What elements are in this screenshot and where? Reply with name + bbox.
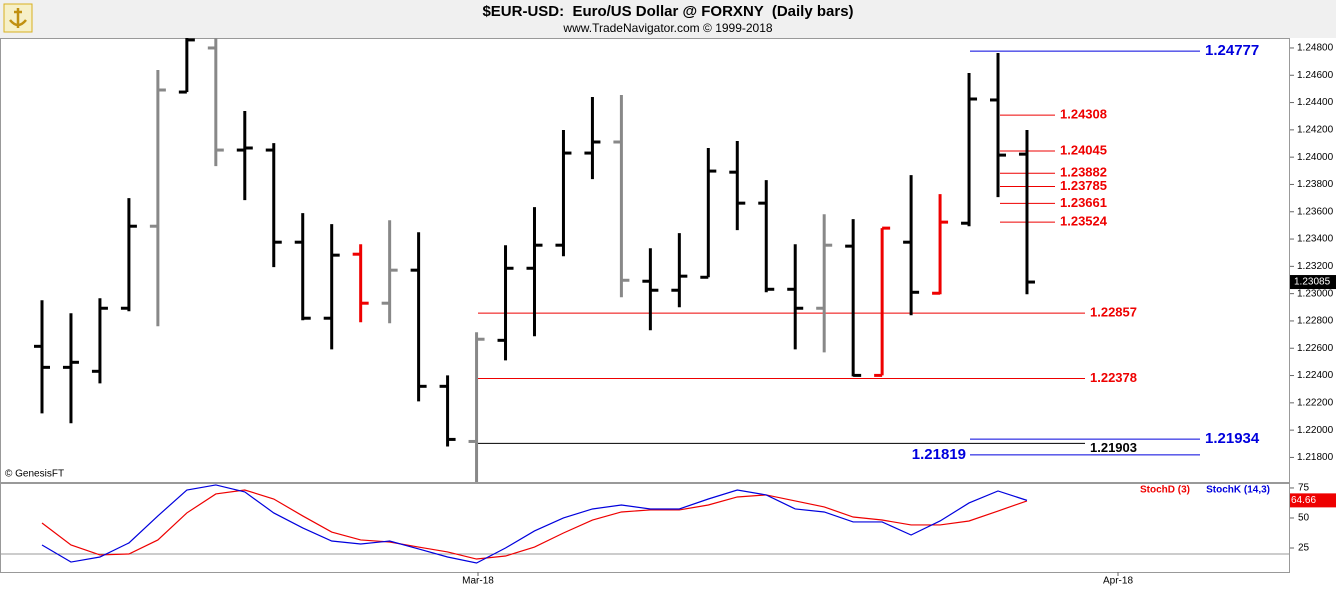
stoch-line — [41, 489, 1028, 560]
logo — [3, 3, 33, 33]
y-tick-label: 1.23000 — [1297, 288, 1334, 299]
level-label: 1.23661 — [1060, 195, 1107, 210]
source-note: © GenesisFT — [5, 469, 64, 480]
level-label: 1.22378 — [1090, 370, 1137, 385]
level-label: 1.24045 — [1060, 142, 1107, 157]
y-tick-label: 1.24600 — [1297, 70, 1334, 81]
level-label: 1.21819 — [912, 446, 966, 463]
x-tick-label: Apr-18 — [1103, 576, 1133, 587]
chart-title: $EUR-USD: Euro/US Dollar @ FORXNY (Daily… — [482, 3, 853, 20]
legend-entry: StochD (3) — [1140, 485, 1190, 496]
y-tick-label: 1.21800 — [1297, 452, 1334, 463]
level-label: 1.21903 — [1090, 440, 1137, 455]
y-tick-label: 1.23800 — [1297, 179, 1334, 190]
price-panel — [0, 38, 1290, 483]
last-price-label: 1.23085 — [1294, 277, 1331, 288]
y-tick-label: 1.22200 — [1297, 397, 1334, 408]
x-tick-label: Mar-18 — [462, 576, 494, 587]
y-tick-label: 1.24000 — [1297, 152, 1334, 163]
y-tick-label: 1.22000 — [1297, 425, 1334, 436]
y-tick-label: 1.22600 — [1297, 343, 1334, 354]
value-box — [1290, 493, 1336, 508]
level-label: 1.24308 — [1060, 107, 1107, 122]
level-label: 1.23524 — [1060, 214, 1108, 229]
y-tick-label: 1.24800 — [1297, 43, 1334, 54]
y-tick-label: 50 — [1298, 513, 1310, 524]
last-price-box — [1290, 275, 1336, 290]
level-label: 1.24777 — [1205, 42, 1259, 59]
y-tick-label: 25 — [1298, 543, 1310, 554]
y-tick-label: 1.24400 — [1297, 97, 1334, 108]
header-bg — [0, 0, 1336, 38]
level-label: 1.23882 — [1060, 165, 1107, 180]
y-tick-label: 1.22400 — [1297, 370, 1334, 381]
level-label: 1.21934 — [1205, 430, 1260, 447]
y-tick-label: 75 — [1298, 483, 1310, 494]
level-label: 1.23785 — [1060, 178, 1107, 193]
level-label: 1.22857 — [1090, 305, 1137, 320]
y-tick-label: 1.24200 — [1297, 124, 1334, 135]
y-tick-label: 1.23400 — [1297, 234, 1334, 245]
y-tick-label: 1.23200 — [1297, 261, 1334, 272]
stoch-line — [41, 484, 1028, 564]
stoch-panel — [0, 483, 1290, 573]
legend-entry: StochK (14,3) — [1206, 485, 1270, 496]
y-tick-label: 1.23600 — [1297, 206, 1334, 217]
y-tick-label: 1.22800 — [1297, 316, 1334, 327]
chart-subtitle: www.TradeNavigator.com © 1999-2018 — [562, 21, 772, 35]
value-label: 64.66 — [1291, 495, 1316, 506]
